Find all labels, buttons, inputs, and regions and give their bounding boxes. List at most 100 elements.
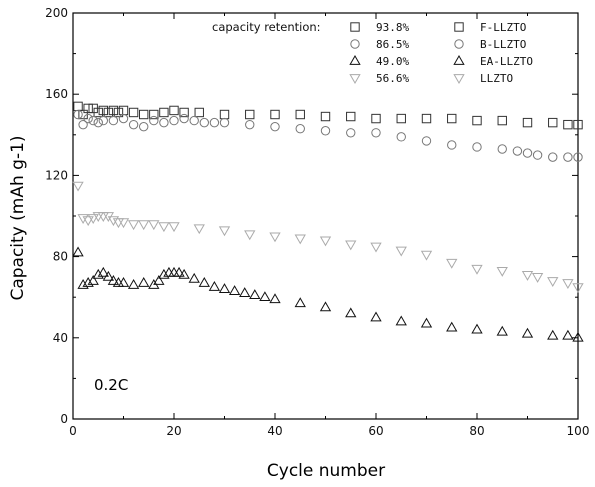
data-marks (72, 101, 584, 342)
data-point (521, 327, 534, 338)
data-point (82, 216, 94, 227)
data-point (139, 109, 149, 120)
data-point (572, 331, 584, 342)
data-point (421, 136, 432, 146)
data-point (93, 117, 103, 128)
data-point (158, 268, 170, 279)
data-point (522, 148, 533, 158)
data-point (87, 274, 99, 285)
data-point (496, 266, 508, 277)
data-point (295, 124, 305, 134)
data-point (199, 117, 210, 128)
legend-entry: 86.5% B-LLZTO (350, 38, 526, 51)
legend-series-name: EA-LLZTO (480, 55, 533, 68)
y-tick-label: 80 (53, 250, 68, 264)
x-tick-label: 100 (567, 424, 590, 438)
data-point (103, 107, 114, 118)
data-point (294, 234, 306, 245)
data-point (77, 214, 89, 225)
data-point (531, 273, 544, 283)
data-point (320, 111, 331, 122)
legend-retention: 56.6% (376, 72, 409, 85)
data-point (159, 107, 169, 118)
data-point (73, 101, 83, 112)
data-point (97, 212, 109, 223)
data-point (395, 246, 407, 257)
data-point (127, 279, 140, 289)
data-point (562, 329, 574, 340)
data-point (420, 250, 433, 261)
legend-marker (350, 22, 360, 32)
data-point (108, 115, 119, 126)
data-point (188, 272, 200, 283)
data-point (370, 242, 382, 253)
data-point (198, 276, 210, 287)
axes: 0 20 40 60 80 100 0 40 80 120 160 200 (45, 6, 589, 438)
x-tick-label: 80 (469, 424, 484, 438)
data-point (107, 274, 120, 285)
series-f-llzto (73, 101, 583, 130)
data-point (572, 283, 584, 294)
data-point (149, 109, 159, 120)
legend-series-name: B-LLZTO (480, 38, 526, 51)
x-axis-label: Cycle number (267, 461, 385, 481)
data-point (73, 109, 83, 120)
data-point (320, 126, 331, 136)
data-point (169, 115, 179, 126)
data-point (77, 279, 89, 289)
data-point (239, 287, 251, 297)
data-point (521, 271, 534, 281)
data-point (547, 329, 559, 340)
data-point (471, 323, 483, 334)
x-tick-label: 0 (69, 424, 77, 438)
data-point (269, 293, 281, 304)
y-tick-label: 40 (53, 331, 68, 345)
data-point (446, 321, 458, 332)
data-point (371, 113, 381, 124)
data-point (173, 266, 185, 277)
x-tick-label: 40 (267, 424, 282, 438)
series-llzto (72, 181, 584, 294)
data-point (396, 113, 406, 124)
legend-marker (349, 54, 361, 65)
legend-entry: 93.8% F-LLZTO (350, 21, 526, 34)
x-tick-label: 60 (368, 424, 383, 438)
data-point (371, 128, 381, 138)
data-point (245, 119, 255, 130)
data-point (447, 140, 457, 150)
data-point (396, 132, 406, 142)
data-point (128, 119, 139, 130)
data-point (139, 121, 149, 132)
data-point (194, 107, 204, 118)
data-point (346, 128, 356, 138)
data-point (270, 121, 280, 132)
data-point (471, 264, 483, 275)
data-point (178, 268, 190, 279)
data-point (78, 119, 88, 130)
data-point (562, 279, 574, 289)
data-point (249, 289, 261, 300)
data-point (118, 105, 129, 116)
data-point (420, 317, 433, 328)
data-point (108, 105, 119, 116)
data-point (92, 268, 104, 279)
legend-title: capacity retention: (212, 20, 321, 34)
data-point (512, 146, 523, 156)
series-ea-llzto (72, 246, 584, 342)
data-point (319, 301, 332, 312)
data-point (259, 291, 271, 302)
data-point (522, 117, 533, 128)
y-tick-label: 0 (60, 412, 68, 426)
legend-series-name: F-LLZTO (480, 21, 526, 34)
y-axis-label: Capacity (mAh g-1) (8, 135, 28, 300)
data-point (563, 152, 573, 162)
data-point (532, 150, 543, 160)
legend-marker (454, 39, 464, 49)
data-point (98, 105, 108, 116)
data-point (497, 144, 507, 154)
data-point (138, 276, 150, 287)
data-point (209, 117, 220, 128)
data-point (117, 276, 130, 287)
legend: capacity retention: 93.8% F-LLZTO 86.5% B-LL… (212, 20, 533, 85)
